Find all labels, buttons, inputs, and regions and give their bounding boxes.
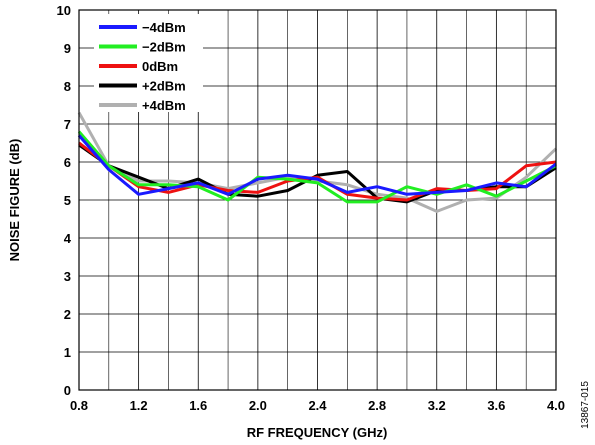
y-tick-label: 1 (64, 345, 71, 360)
legend-box (94, 14, 203, 112)
y-tick-label: 3 (64, 269, 71, 284)
legend: −4dBm −2dBm 0dBm +2dBm +4dBm (94, 14, 203, 113)
y-tick-label: 5 (64, 193, 71, 208)
legend-label: −2dBm (142, 40, 186, 55)
series-line (77, 111, 558, 213)
legend-label: −4dBm (142, 20, 186, 35)
y-tick-label: 4 (64, 231, 72, 246)
x-tick-label: 0.8 (70, 398, 88, 413)
y-tick-label: 6 (64, 155, 71, 170)
x-tick-label: 2.4 (308, 398, 327, 413)
plot-frame (78, 9, 557, 391)
y-tick-label: 10 (57, 3, 71, 18)
legend-label: +4dBm (142, 98, 186, 113)
series-line (77, 134, 557, 196)
y-tick-label: 2 (64, 307, 71, 322)
x-tick-labels: 0.8 1.2 1.6 2.0 2.4 2.8 3.2 3.6 4.0 (70, 398, 565, 413)
y-tick-labels: 0 1 2 3 4 5 6 7 8 9 10 (57, 3, 72, 398)
legend-label: 0dBm (142, 59, 178, 74)
y-tick-label: 7 (64, 117, 71, 132)
x-tick-label: 2.0 (249, 398, 267, 413)
x-tick-label: 3.2 (428, 398, 446, 413)
series-layer (77, 111, 558, 213)
y-tick-label: 0 (64, 383, 71, 398)
x-tick-label: 1.6 (189, 398, 207, 413)
figure-id: 13867-015 (580, 381, 591, 429)
x-tick-label: 4.0 (547, 398, 565, 413)
x-tick-label: 2.8 (368, 398, 386, 413)
y-axis-title: NOISE FIGURE (dB) (7, 139, 22, 262)
x-tick-label: 3.6 (487, 398, 505, 413)
y-tick-label: 9 (64, 41, 71, 56)
x-tick-label: 1.2 (130, 398, 148, 413)
x-axis-title: RF FREQUENCY (GHz) (247, 425, 388, 440)
legend-label: +2dBm (142, 79, 186, 94)
y-tick-label: 8 (64, 79, 71, 94)
